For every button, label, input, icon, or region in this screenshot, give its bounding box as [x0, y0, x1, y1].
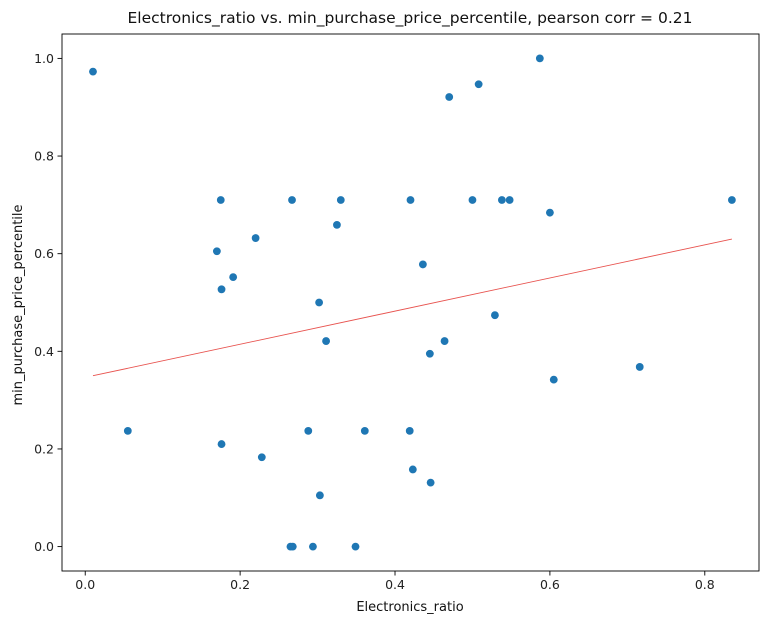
data-point: [445, 93, 454, 101]
data-point: [336, 196, 345, 204]
data-point: [304, 426, 313, 435]
data-point: [257, 453, 266, 462]
y-tick-label: 0.0: [34, 539, 54, 554]
data-point: [309, 542, 317, 551]
y-axis-label: min_purchase_price_percentile: [11, 204, 26, 405]
data-point: [360, 426, 369, 435]
data-point: [491, 311, 499, 320]
data-point: [635, 363, 644, 371]
data-point: [216, 196, 225, 204]
data-point: [549, 375, 558, 384]
data-point: [497, 196, 506, 204]
data-point: [315, 298, 324, 307]
data-point: [217, 440, 226, 448]
x-axis-label: Electronics_ratio: [356, 600, 463, 615]
plot-area: 0.0 0.2 0.4 0.6 0.8 0.0 0.2 0.4 0.6 0.8 1.0: [34, 33, 760, 592]
data-point: [315, 491, 324, 500]
data-point: [418, 260, 427, 269]
data-point: [440, 337, 449, 345]
y-tick-label: 1.0: [34, 51, 54, 66]
data-point: [229, 273, 238, 282]
data-point: [425, 349, 434, 358]
data-point: [406, 196, 415, 204]
data-point: [212, 247, 221, 256]
x-tick-label: 0.4: [385, 577, 405, 592]
data-point: [288, 542, 297, 551]
data-point: [535, 54, 544, 63]
data-point: [468, 196, 477, 204]
data-point: [426, 478, 435, 487]
data-point: [333, 220, 341, 229]
data-point: [727, 196, 736, 204]
data-point: [251, 234, 260, 242]
trend-line: [92, 238, 732, 377]
chart-title: Electronics_ratio vs. min_purchase_price…: [128, 9, 693, 28]
data-point: [288, 196, 296, 204]
y-tick-label: 0.4: [34, 344, 54, 359]
data-point: [408, 465, 417, 474]
plot-frame: [61, 33, 760, 572]
data-point: [546, 208, 554, 217]
data-point: [351, 542, 360, 551]
data-point: [89, 67, 97, 76]
data-point: [322, 337, 330, 345]
x-tick-label: 0.8: [695, 577, 715, 592]
data-point: [505, 196, 514, 204]
x-tick-label: 0.0: [75, 577, 95, 592]
data-point: [474, 80, 483, 89]
y-tick-label: 0.6: [34, 246, 54, 261]
x-tick-label: 0.2: [230, 577, 250, 592]
y-tick-label: 0.8: [34, 149, 54, 164]
data-point: [217, 285, 226, 294]
y-tick-label: 0.2: [34, 441, 54, 456]
x-tick-label: 0.6: [540, 577, 560, 592]
data-point: [405, 426, 414, 435]
data-point: [123, 426, 132, 435]
